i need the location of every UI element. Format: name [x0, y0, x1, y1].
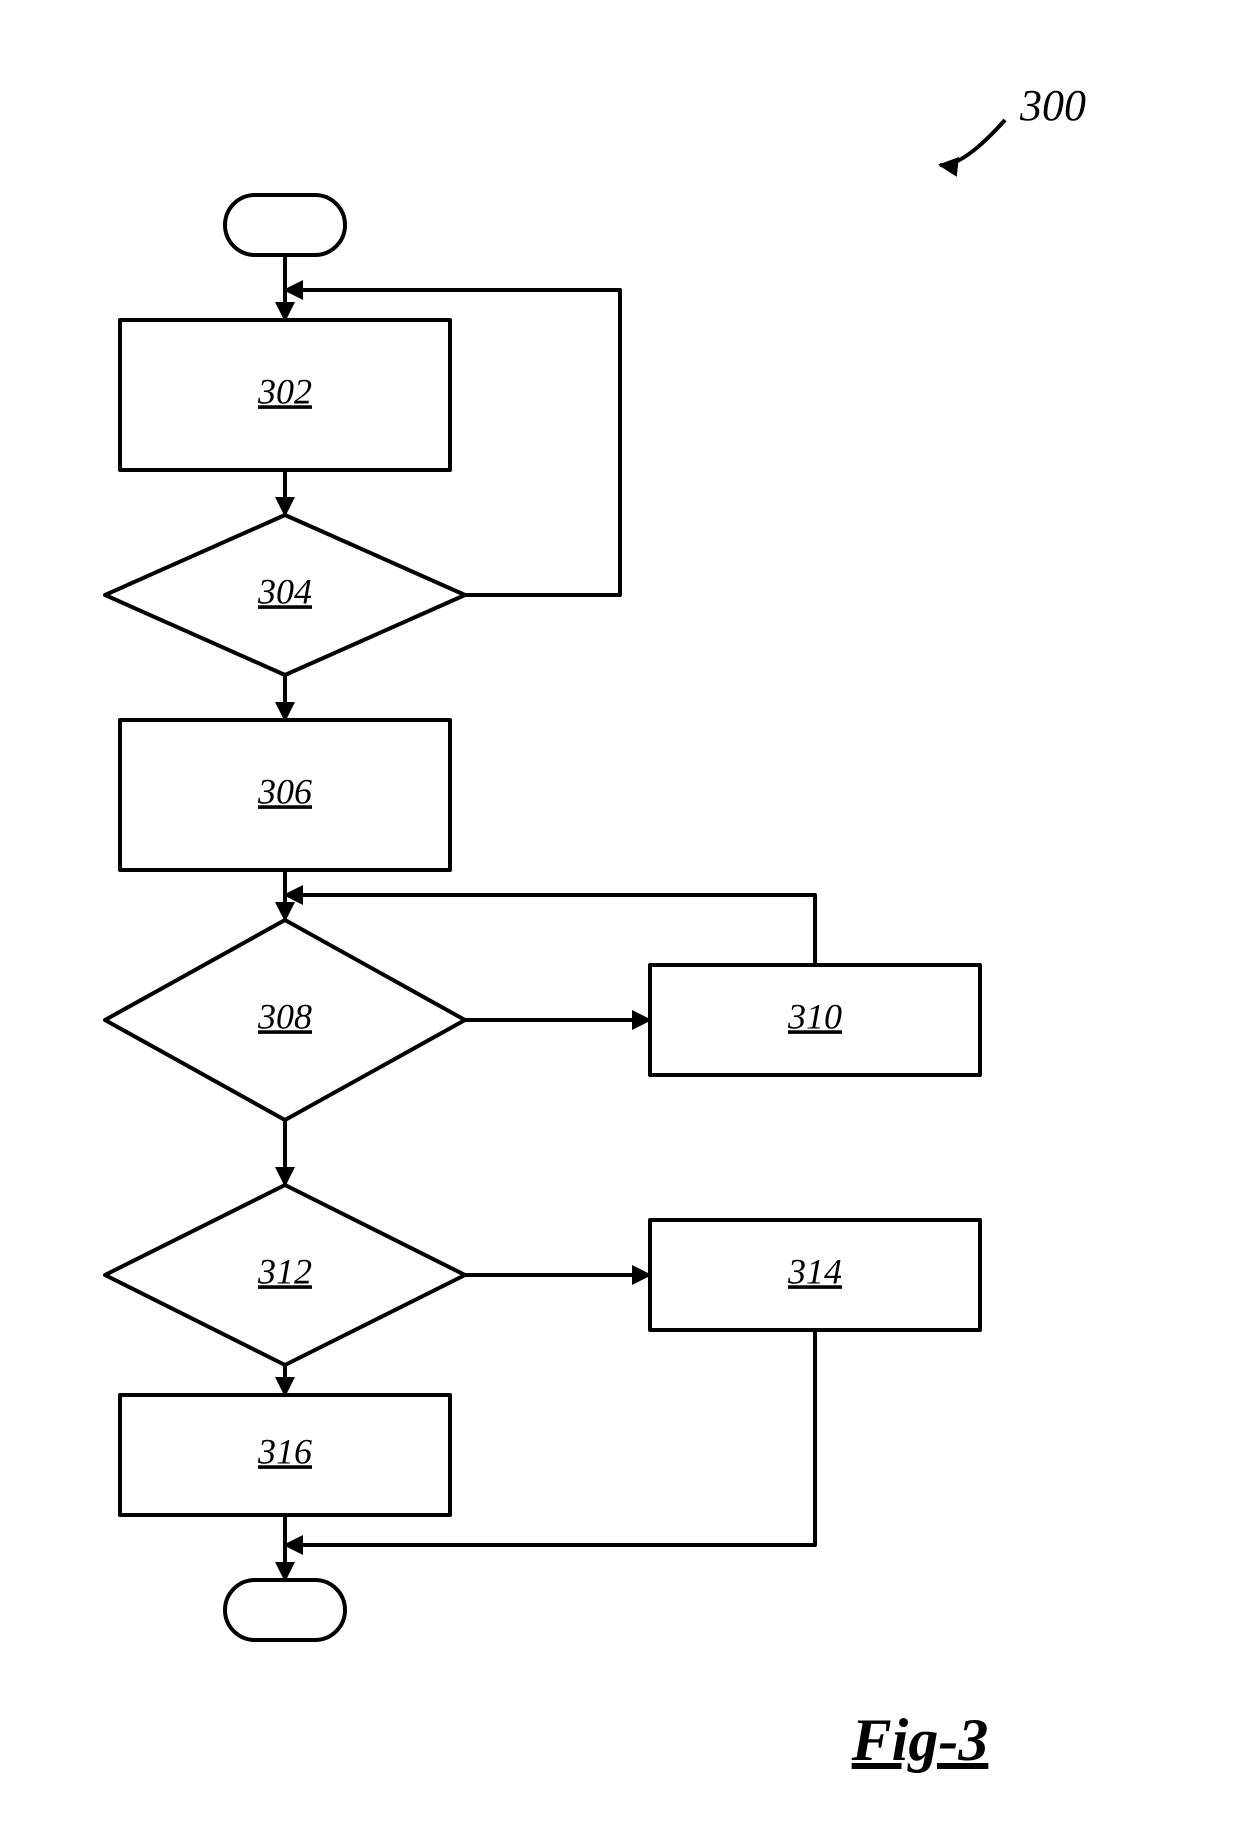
edge — [285, 1330, 815, 1545]
process-label-306: 306 — [257, 771, 312, 811]
figure-label: Fig-3 — [851, 1707, 989, 1773]
figure-ref-arrow — [940, 120, 1005, 165]
edge — [285, 290, 620, 595]
process-label-316: 316 — [257, 1431, 312, 1471]
edge — [285, 895, 815, 965]
decision-label-304: 304 — [257, 571, 312, 611]
decision-label-308: 308 — [257, 996, 312, 1036]
process-label-302: 302 — [257, 371, 312, 411]
decision-label-312: 312 — [257, 1251, 312, 1291]
process-label-314: 314 — [787, 1251, 842, 1291]
figure-ref-number: 300 — [1019, 81, 1086, 130]
start-terminator — [225, 195, 345, 255]
end-terminator — [225, 1580, 345, 1640]
process-label-310: 310 — [787, 996, 842, 1036]
